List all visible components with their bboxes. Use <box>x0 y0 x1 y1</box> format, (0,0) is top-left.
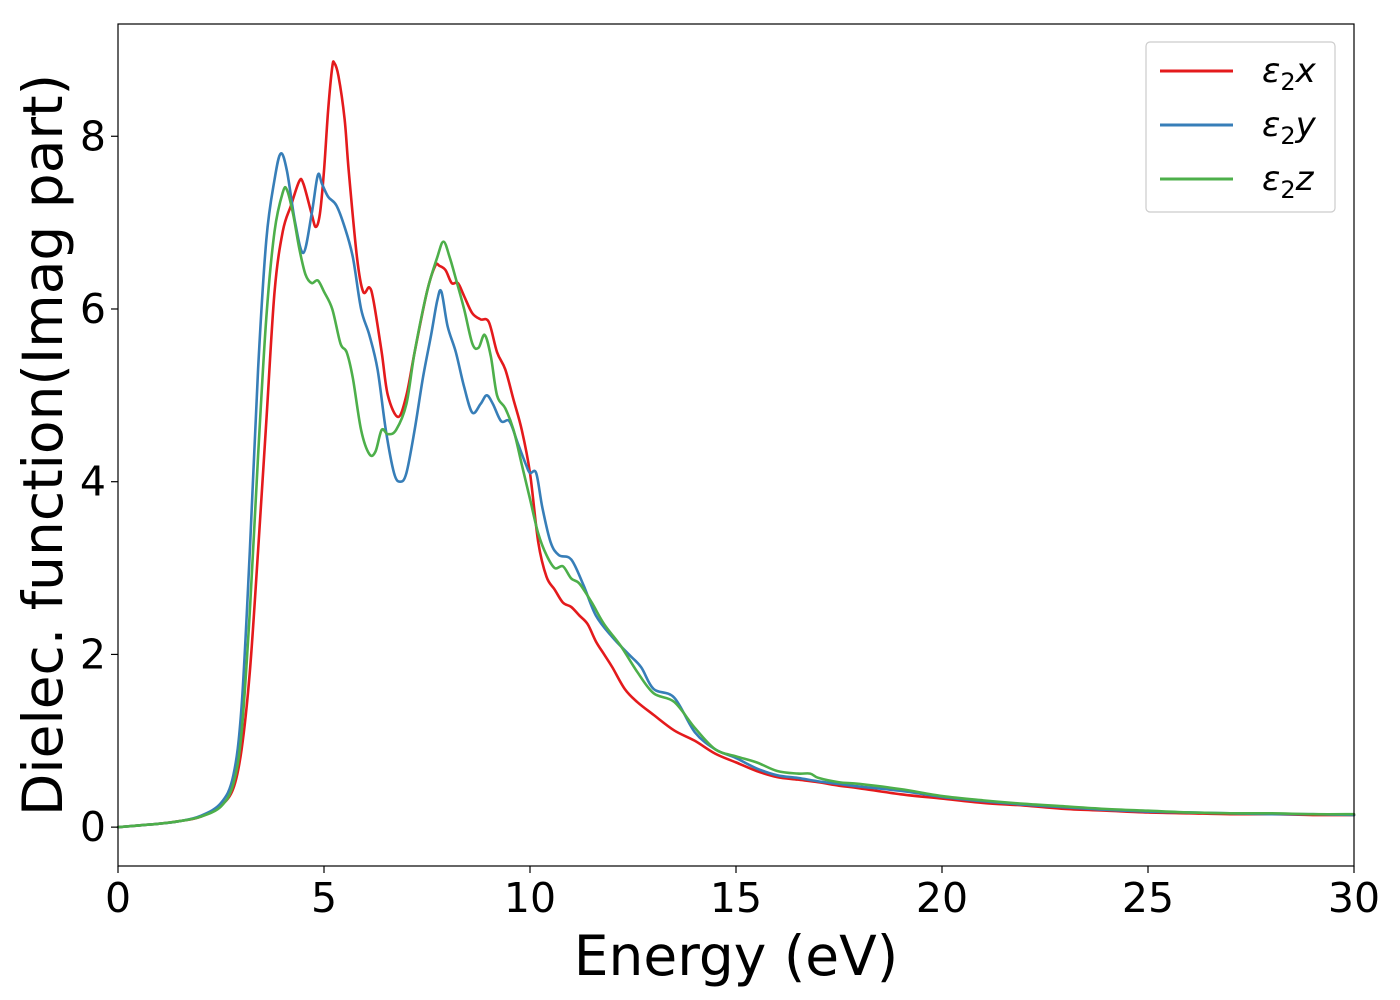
x-tick-label: 10 <box>504 874 556 922</box>
series-line-z <box>116 185 1356 829</box>
y-tick-label: 8 <box>80 112 106 160</box>
x-axis-label: Energy (eV) <box>574 924 898 988</box>
y-tick-label: 0 <box>80 803 106 851</box>
legend-box <box>1145 41 1336 213</box>
legend-label-z: ε2z <box>1262 159 1315 204</box>
legend: ε2x ε2y ε2z <box>1145 41 1336 213</box>
y-tick-label: 4 <box>80 458 106 506</box>
legend-label-x: ε2x <box>1262 51 1317 96</box>
x-tick-label: 5 <box>311 874 337 922</box>
series-lines <box>116 60 1356 829</box>
x-tick-label: 20 <box>916 874 968 922</box>
x-tick-label: 0 <box>105 874 131 922</box>
legend-label-y: ε2y <box>1262 105 1317 150</box>
series-line-y <box>116 152 1356 829</box>
x-tick-label: 30 <box>1328 874 1380 922</box>
x-tick-label: 25 <box>1122 874 1174 922</box>
y-tick-label: 6 <box>80 285 106 333</box>
x-axis-ticks: 0 5 10 15 20 25 30 <box>105 866 1380 922</box>
y-tick-label: 2 <box>80 630 106 678</box>
y-axis-ticks: 0 2 4 6 8 <box>80 112 118 851</box>
y-axis-label: Dielec. function(Imag part) <box>11 74 75 816</box>
x-tick-label: 15 <box>710 874 762 922</box>
